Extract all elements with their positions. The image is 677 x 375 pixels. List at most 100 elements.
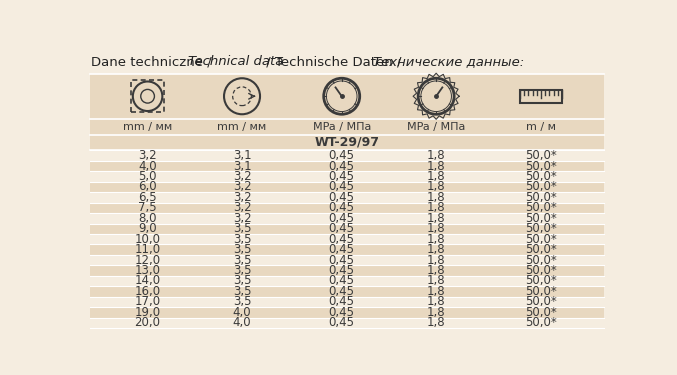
Text: 6,5: 6,5 bbox=[138, 191, 157, 204]
FancyBboxPatch shape bbox=[90, 297, 604, 307]
Text: 3,2: 3,2 bbox=[233, 191, 251, 204]
Text: 50,0*: 50,0* bbox=[525, 160, 557, 172]
Text: 0,45: 0,45 bbox=[329, 232, 355, 246]
Text: 0,45: 0,45 bbox=[329, 222, 355, 235]
Text: 1,8: 1,8 bbox=[427, 264, 445, 277]
Text: 3,5: 3,5 bbox=[233, 222, 251, 235]
Text: 4,0: 4,0 bbox=[233, 316, 251, 329]
Text: 20,0: 20,0 bbox=[135, 316, 160, 329]
Text: 50,0*: 50,0* bbox=[525, 201, 557, 214]
FancyBboxPatch shape bbox=[90, 307, 604, 318]
Text: 50,0*: 50,0* bbox=[525, 264, 557, 277]
Text: 1,8: 1,8 bbox=[427, 243, 445, 256]
Text: 3,5: 3,5 bbox=[233, 274, 251, 288]
Text: 3,5: 3,5 bbox=[233, 232, 251, 246]
Text: 1,8: 1,8 bbox=[427, 149, 445, 162]
Text: 11,0: 11,0 bbox=[135, 243, 160, 256]
Text: 3,5: 3,5 bbox=[233, 285, 251, 298]
Text: 3,2: 3,2 bbox=[138, 149, 157, 162]
Text: Технические данные:: Технические данные: bbox=[373, 55, 525, 68]
Bar bbox=[520, 90, 562, 103]
Text: 3,5: 3,5 bbox=[233, 296, 251, 308]
Text: / Technische Daten /: / Technische Daten / bbox=[262, 55, 406, 68]
Text: 50,0*: 50,0* bbox=[525, 170, 557, 183]
Text: m / м: m / м bbox=[526, 122, 556, 132]
Text: WT-29/97: WT-29/97 bbox=[314, 136, 380, 149]
Text: 1,8: 1,8 bbox=[427, 201, 445, 214]
Text: 50,0*: 50,0* bbox=[525, 254, 557, 267]
Text: 1,8: 1,8 bbox=[427, 191, 445, 204]
Text: 0,45: 0,45 bbox=[329, 316, 355, 329]
Text: 1,8: 1,8 bbox=[427, 306, 445, 319]
Text: MPa / МПа: MPa / МПа bbox=[407, 122, 465, 132]
FancyBboxPatch shape bbox=[90, 74, 604, 118]
Text: 0,45: 0,45 bbox=[329, 160, 355, 172]
Text: 0,45: 0,45 bbox=[329, 296, 355, 308]
Text: 50,0*: 50,0* bbox=[525, 306, 557, 319]
Text: mm / мм: mm / мм bbox=[123, 122, 172, 132]
Text: mm / мм: mm / мм bbox=[217, 122, 267, 132]
FancyBboxPatch shape bbox=[90, 224, 604, 234]
Text: 1,8: 1,8 bbox=[427, 180, 445, 194]
Text: 0,45: 0,45 bbox=[329, 285, 355, 298]
Text: 50,0*: 50,0* bbox=[525, 243, 557, 256]
Text: 1,8: 1,8 bbox=[427, 285, 445, 298]
Text: 50,0*: 50,0* bbox=[525, 232, 557, 246]
Text: 4,0: 4,0 bbox=[138, 160, 157, 172]
FancyBboxPatch shape bbox=[90, 202, 604, 213]
Text: 50,0*: 50,0* bbox=[525, 296, 557, 308]
Text: 0,45: 0,45 bbox=[329, 149, 355, 162]
FancyBboxPatch shape bbox=[90, 286, 604, 297]
Text: 3,2: 3,2 bbox=[233, 170, 251, 183]
Text: 0,45: 0,45 bbox=[329, 201, 355, 214]
Text: 50,0*: 50,0* bbox=[525, 180, 557, 194]
Text: 14,0: 14,0 bbox=[135, 274, 160, 288]
Text: 0,45: 0,45 bbox=[329, 212, 355, 225]
Text: 6,0: 6,0 bbox=[138, 180, 157, 194]
Text: 0,45: 0,45 bbox=[329, 180, 355, 194]
Text: 1,8: 1,8 bbox=[427, 254, 445, 267]
Text: 3,2: 3,2 bbox=[233, 201, 251, 214]
Text: 0,45: 0,45 bbox=[329, 254, 355, 267]
Text: 3,5: 3,5 bbox=[233, 264, 251, 277]
FancyBboxPatch shape bbox=[90, 118, 604, 135]
Text: 1,8: 1,8 bbox=[427, 212, 445, 225]
Text: 50,0*: 50,0* bbox=[525, 222, 557, 235]
Text: 50,0*: 50,0* bbox=[525, 274, 557, 288]
Text: 50,0*: 50,0* bbox=[525, 191, 557, 204]
Text: 17,0: 17,0 bbox=[135, 296, 160, 308]
Bar bbox=[131, 80, 164, 112]
Text: 50,0*: 50,0* bbox=[525, 149, 557, 162]
Text: 0,45: 0,45 bbox=[329, 274, 355, 288]
Text: 19,0: 19,0 bbox=[135, 306, 160, 319]
FancyBboxPatch shape bbox=[90, 171, 604, 182]
Text: 1,8: 1,8 bbox=[427, 222, 445, 235]
Text: 50,0*: 50,0* bbox=[525, 285, 557, 298]
Text: 9,0: 9,0 bbox=[138, 222, 157, 235]
Text: 1,8: 1,8 bbox=[427, 160, 445, 172]
Text: 50,0*: 50,0* bbox=[525, 212, 557, 225]
Text: MPa / МПа: MPa / МПа bbox=[313, 122, 371, 132]
FancyBboxPatch shape bbox=[90, 265, 604, 276]
Text: 0,45: 0,45 bbox=[329, 191, 355, 204]
Text: 50,0*: 50,0* bbox=[525, 316, 557, 329]
Text: 3,1: 3,1 bbox=[233, 149, 251, 162]
FancyBboxPatch shape bbox=[90, 234, 604, 244]
Text: 1,8: 1,8 bbox=[427, 170, 445, 183]
Text: 8,0: 8,0 bbox=[138, 212, 157, 225]
Text: 12,0: 12,0 bbox=[135, 254, 160, 267]
Text: 16,0: 16,0 bbox=[135, 285, 160, 298]
Text: 7,5: 7,5 bbox=[138, 201, 157, 214]
FancyBboxPatch shape bbox=[90, 192, 604, 202]
Text: 0,45: 0,45 bbox=[329, 170, 355, 183]
Text: 3,5: 3,5 bbox=[233, 254, 251, 267]
FancyBboxPatch shape bbox=[90, 318, 604, 328]
FancyBboxPatch shape bbox=[90, 150, 604, 161]
Text: 5,0: 5,0 bbox=[138, 170, 157, 183]
Text: 13,0: 13,0 bbox=[135, 264, 160, 277]
Text: Dane techniczne /: Dane techniczne / bbox=[91, 55, 216, 68]
Text: 1,8: 1,8 bbox=[427, 274, 445, 288]
Text: 10,0: 10,0 bbox=[135, 232, 160, 246]
FancyBboxPatch shape bbox=[90, 255, 604, 265]
Text: 3,5: 3,5 bbox=[233, 243, 251, 256]
